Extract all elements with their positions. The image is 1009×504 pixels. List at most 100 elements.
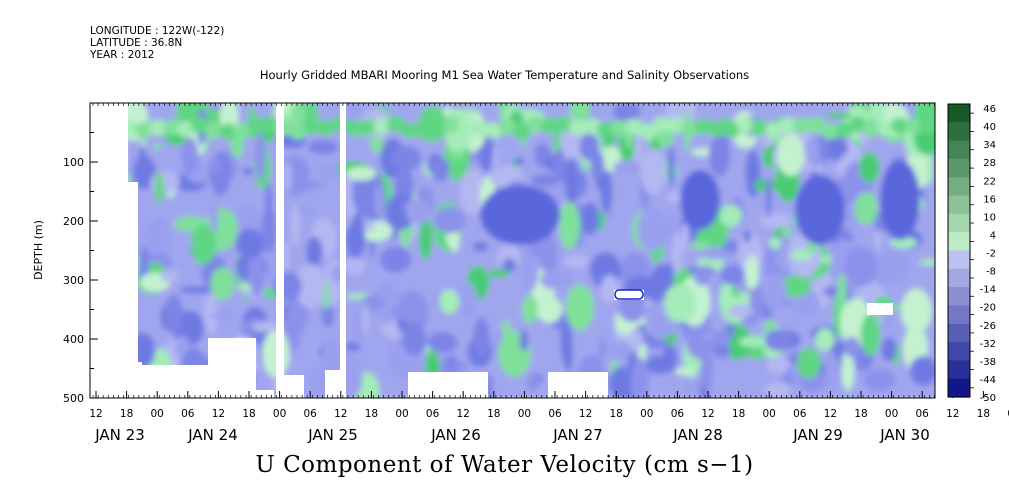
- color-bar-label: -8: [986, 267, 996, 278]
- velocity-patch: [631, 357, 649, 398]
- velocity-patch: [777, 133, 805, 177]
- surface-patch: [569, 119, 587, 136]
- gap-mask: [284, 375, 304, 398]
- x-day-label: JAN 25: [307, 426, 358, 444]
- velocity-patch: [153, 143, 162, 150]
- velocity-patch: [681, 223, 690, 251]
- velocity-patch: [909, 356, 935, 386]
- color-bar-band: [948, 268, 970, 288]
- velocity-patch: [459, 282, 477, 321]
- velocity-patch: [712, 330, 731, 346]
- velocity-patch: [564, 157, 579, 204]
- velocity-patch: [150, 171, 180, 194]
- x-tick-label: 00: [763, 408, 776, 420]
- color-bar-label: -50: [980, 393, 996, 404]
- velocity-patch: [308, 139, 339, 155]
- surface-patch: [205, 122, 223, 139]
- x-tick-label: 00: [640, 408, 653, 420]
- color-bar-label: -32: [980, 339, 996, 350]
- velocity-patch: [321, 303, 335, 328]
- x-tick-label: 18: [487, 408, 500, 420]
- velocity-patch: [675, 367, 696, 376]
- x-tick-label: 00: [273, 408, 286, 420]
- color-bar-label: -2: [986, 249, 996, 260]
- velocity-patch: [346, 166, 377, 181]
- velocity-patch: [563, 254, 589, 268]
- velocity-patch: [211, 311, 239, 321]
- x-tick-label: 00: [1007, 408, 1009, 420]
- color-bar-band: [948, 195, 970, 215]
- surface-patch: [163, 119, 181, 136]
- x-tick-label: 00: [395, 408, 408, 420]
- velocity-patch: [212, 154, 220, 175]
- velocity-patch: [512, 157, 525, 166]
- velocity-contours: [114, 103, 935, 398]
- velocity-patch: [295, 264, 325, 309]
- velocity-patch: [815, 328, 835, 352]
- surface-patch: [667, 117, 685, 134]
- surface-patch: [485, 122, 503, 139]
- velocity-patch: [860, 313, 881, 356]
- color-bar-frame: [947, 103, 971, 398]
- x-tick-label: 06: [793, 408, 807, 420]
- surface-patch: [177, 121, 195, 138]
- velocity-patch: [569, 103, 591, 121]
- velocity-patch: [391, 303, 419, 321]
- x-tick-label: 18: [977, 408, 990, 420]
- velocity-patch: [763, 272, 787, 313]
- velocity-patch: [759, 213, 793, 229]
- velocity-patch: [487, 269, 510, 278]
- gap-mask: [408, 372, 488, 398]
- gap-mask: [128, 362, 142, 398]
- x-day-label: JAN 26: [430, 426, 481, 444]
- velocity-patch: [720, 265, 745, 286]
- velocity-patch: [708, 136, 731, 177]
- velocity-patch: [306, 236, 323, 268]
- velocity-patch: [181, 137, 199, 175]
- surface-patch: [583, 118, 601, 135]
- velocity-patch: [210, 267, 235, 301]
- velocity-patch: [449, 228, 460, 252]
- y-tick-label: 400: [63, 333, 84, 346]
- gap-mask: [935, 103, 945, 398]
- x-tick-label: 12: [579, 408, 592, 420]
- velocity-patch: [590, 151, 605, 181]
- color-bar-label: 46: [983, 104, 996, 115]
- color-bar-band: [948, 305, 970, 325]
- velocity-patch: [612, 103, 641, 122]
- x-day-label: JAN 28: [672, 426, 723, 444]
- x-day-label: JAN 29: [792, 426, 843, 444]
- velocity-patch: [806, 136, 820, 167]
- x-tick-label: 00: [518, 408, 531, 420]
- surface-patch: [877, 119, 895, 136]
- velocity-patch: [235, 228, 265, 259]
- velocity-patch: [837, 274, 847, 311]
- velocity-patch: [536, 296, 563, 323]
- x-tick-label: 06: [671, 408, 685, 420]
- velocity-patch: [637, 207, 668, 251]
- x-tick-label: 18: [610, 408, 623, 420]
- surface-patch: [345, 120, 363, 137]
- x-tick-label: 00: [151, 408, 164, 420]
- gap-mask: [250, 390, 274, 398]
- gap-mask: [340, 103, 346, 398]
- velocity-patch: [427, 332, 458, 353]
- velocity-patch: [744, 255, 760, 290]
- surface-patch: [149, 119, 167, 136]
- velocity-patch: [374, 184, 383, 218]
- velocity-patch: [291, 203, 300, 247]
- velocity-patch: [764, 382, 793, 398]
- velocity-patch: [341, 257, 366, 275]
- surface-patch: [191, 117, 209, 134]
- velocity-patch: [854, 192, 878, 225]
- velocity-patch: [248, 251, 265, 297]
- velocity-patch: [765, 176, 773, 218]
- core-patch: [880, 160, 920, 240]
- surface-patch: [471, 120, 489, 137]
- velocity-patch: [640, 148, 666, 195]
- color-bar-label: -14: [980, 285, 996, 296]
- core-patch: [795, 175, 845, 245]
- velocity-patch: [663, 284, 696, 323]
- velocity-patch: [404, 199, 431, 213]
- velocity-patch: [713, 343, 732, 358]
